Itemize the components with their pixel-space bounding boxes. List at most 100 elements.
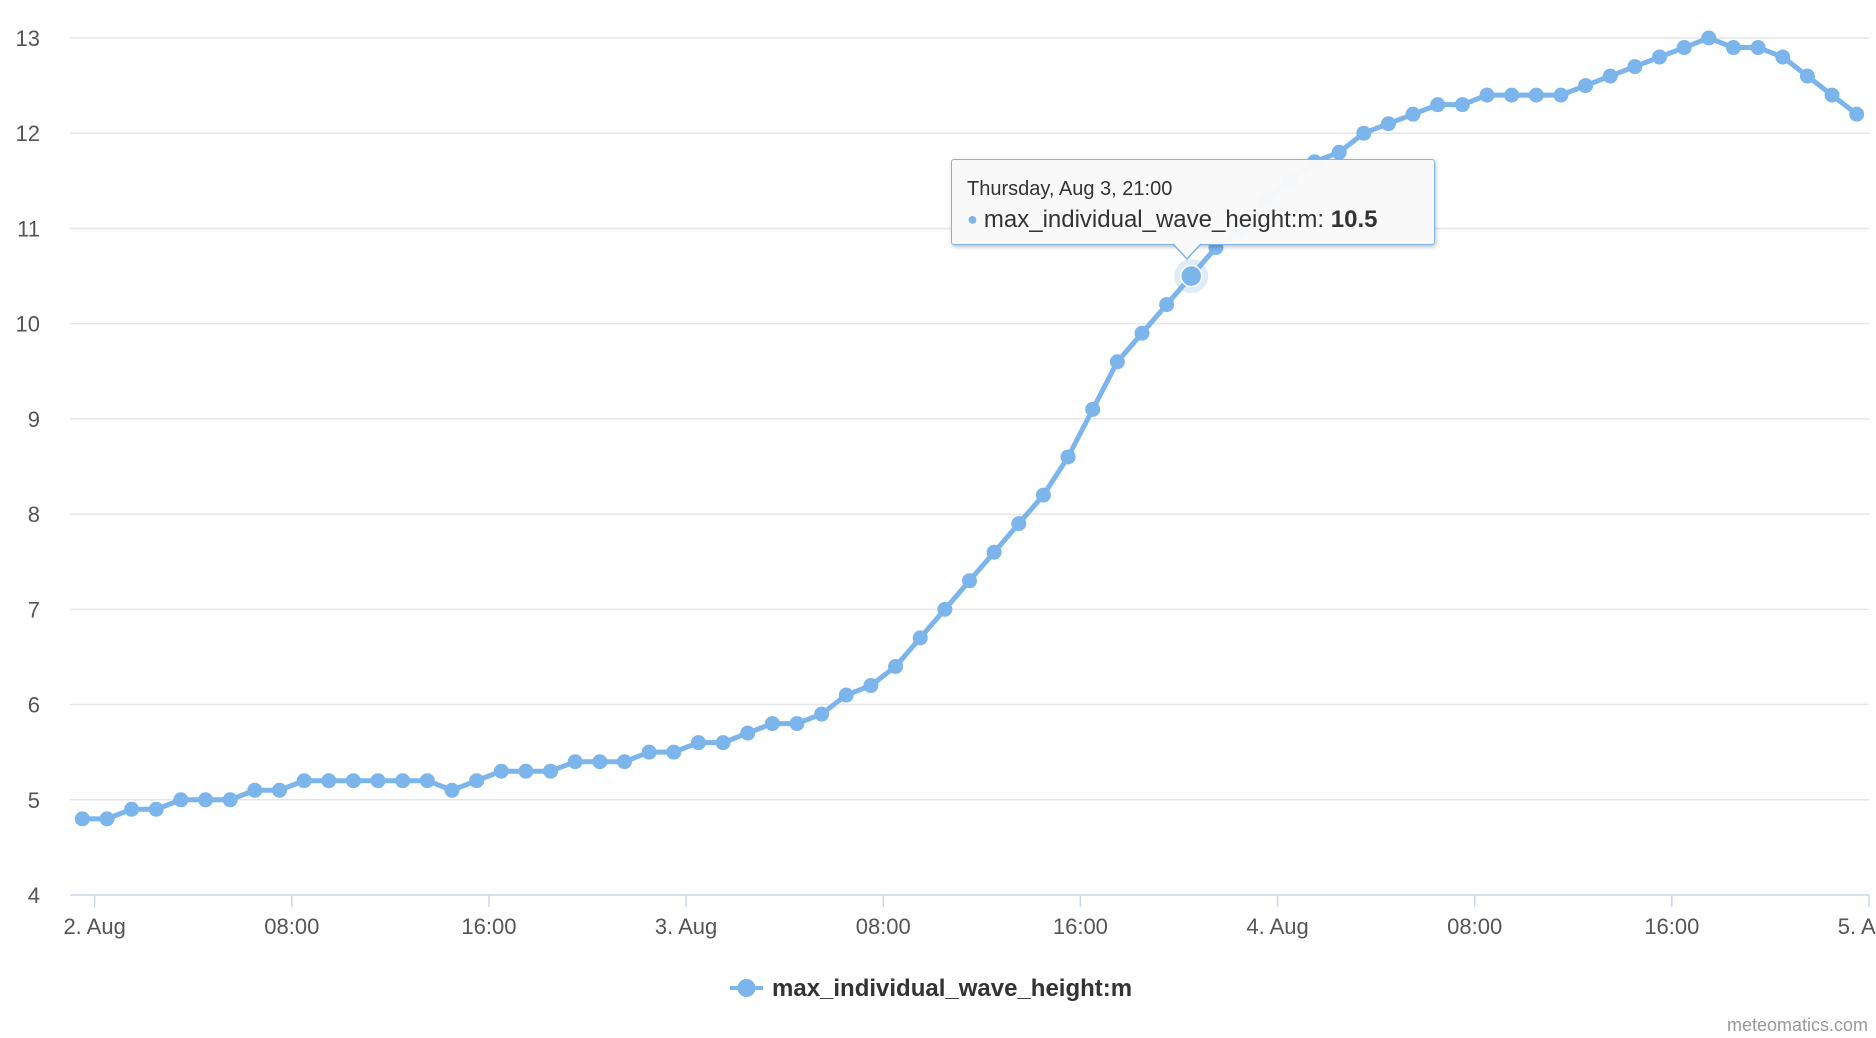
- data-point[interactable]: [1035, 487, 1051, 503]
- data-point[interactable]: [1060, 449, 1076, 465]
- data-point[interactable]: [962, 573, 977, 589]
- data-point[interactable]: [740, 725, 756, 741]
- tooltip-series-name: max_individual_wave_height:m: [983, 206, 1318, 233]
- data-point[interactable]: [1627, 59, 1643, 75]
- data-point[interactable]: [1109, 354, 1125, 370]
- tooltip-value: 10.5: [1330, 206, 1378, 233]
- tooltip-row: ● max_individual_wave_height:m: 10.5: [967, 206, 1377, 234]
- series-max-individual-wave-height[interactable]: [74, 30, 1865, 827]
- data-point[interactable]: [616, 754, 632, 770]
- data-point[interactable]: [937, 601, 953, 617]
- data-point[interactable]: [592, 754, 608, 770]
- data-point[interactable]: [1380, 116, 1396, 132]
- x-tick-label: 16:00: [1053, 914, 1108, 939]
- data-point[interactable]: [690, 735, 706, 751]
- data-point[interactable]: [1652, 49, 1668, 65]
- y-tick-label: 8: [28, 502, 40, 527]
- x-tick-label: 2. Aug: [63, 914, 125, 939]
- data-point[interactable]: [1775, 49, 1791, 65]
- data-point[interactable]: [838, 687, 854, 703]
- data-point[interactable]: [666, 744, 682, 760]
- data-point[interactable]: [1454, 97, 1470, 113]
- x-tick-label: 16:00: [1644, 914, 1699, 939]
- data-point[interactable]: [493, 763, 509, 779]
- data-point[interactable]: [419, 773, 435, 789]
- data-point[interactable]: [198, 792, 214, 808]
- data-point[interactable]: [1430, 97, 1446, 113]
- data-point[interactable]: [1134, 325, 1150, 341]
- y-axis: 4 5 6 7 8 9 10 11 12 13: [16, 26, 40, 908]
- data-point[interactable]: [124, 801, 140, 817]
- data-point[interactable]: [296, 773, 312, 789]
- data-point[interactable]: [764, 716, 780, 732]
- data-point[interactable]: [1528, 87, 1544, 103]
- data-point[interactable]: [543, 763, 559, 779]
- y-tick-label: 13: [16, 26, 40, 51]
- data-point[interactable]: [1750, 40, 1766, 56]
- data-point[interactable]: [1356, 125, 1372, 141]
- data-point[interactable]: [247, 782, 263, 798]
- data-point[interactable]: [567, 754, 583, 770]
- data-point[interactable]: [1676, 40, 1692, 56]
- data-point[interactable]: [1479, 87, 1495, 103]
- data-point[interactable]: [271, 782, 287, 798]
- legend-marker-icon: [737, 979, 756, 997]
- y-tick-label: 5: [28, 788, 40, 813]
- data-point[interactable]: [370, 773, 386, 789]
- data-point[interactable]: [814, 706, 830, 722]
- hovered-point[interactable]: [1174, 259, 1209, 294]
- data-point[interactable]: [74, 811, 90, 827]
- data-point[interactable]: [444, 782, 460, 798]
- legend-label[interactable]: max_individual_wave_height:m: [772, 975, 1132, 1002]
- data-point[interactable]: [1849, 106, 1865, 122]
- data-point[interactable]: [345, 773, 361, 789]
- data-point[interactable]: [715, 735, 731, 751]
- x-tick-label: 5. Aug: [1838, 914, 1876, 939]
- data-point[interactable]: [1725, 40, 1741, 56]
- tooltip: Thursday, Aug 3, 21:00 ● max_individual_w…: [951, 159, 1435, 245]
- data-point[interactable]: [641, 744, 657, 760]
- data-point[interactable]: [789, 716, 805, 732]
- data-point[interactable]: [1085, 401, 1101, 417]
- y-tick-label: 9: [28, 407, 40, 432]
- data-point[interactable]: [173, 792, 189, 808]
- data-point[interactable]: [986, 544, 1002, 560]
- data-point[interactable]: [99, 811, 115, 827]
- data-point[interactable]: [888, 658, 904, 674]
- data-point[interactable]: [1504, 87, 1520, 103]
- gridlines: [70, 37, 1869, 801]
- x-axis: 2. Aug 08:00 16:00 3. Aug 08:00 16:00 4. Aug 08…: [63, 894, 1876, 939]
- data-point[interactable]: [469, 773, 485, 789]
- y-tick-label: 10: [16, 312, 40, 337]
- data-point[interactable]: [321, 773, 337, 789]
- series-line: [79, 35, 1860, 822]
- y-tick-label: 4: [28, 883, 40, 908]
- data-point[interactable]: [863, 678, 879, 694]
- data-point[interactable]: [1701, 30, 1717, 46]
- data-point[interactable]: [912, 630, 928, 646]
- data-point[interactable]: [1331, 144, 1347, 160]
- tooltip-header: Thursday, Aug 3, 21:00: [967, 178, 1173, 200]
- data-point[interactable]: [395, 773, 411, 789]
- data-point[interactable]: [222, 792, 238, 808]
- data-point[interactable]: [1405, 106, 1421, 122]
- data-point[interactable]: [518, 763, 534, 779]
- x-tick-label: 08:00: [1447, 914, 1502, 939]
- y-tick-label: 12: [16, 121, 40, 146]
- data-point[interactable]: [148, 801, 164, 817]
- data-point[interactable]: [1824, 87, 1840, 103]
- legend-item[interactable]: max_individual_wave_height:m: [730, 975, 1132, 1002]
- x-tick-label: 16:00: [461, 914, 516, 939]
- data-point[interactable]: [1159, 297, 1175, 313]
- tooltip-pointer-icon: [1173, 243, 1201, 261]
- hovered-data-point[interactable]: [1180, 264, 1203, 288]
- credits-link[interactable]: meteomatics.com: [1727, 1015, 1868, 1035]
- y-tick-label: 11: [17, 216, 40, 241]
- data-point[interactable]: [1578, 78, 1594, 94]
- data-point[interactable]: [1602, 68, 1618, 84]
- data-point[interactable]: [1011, 516, 1027, 532]
- data-point[interactable]: [1799, 68, 1815, 84]
- data-point[interactable]: [1553, 87, 1569, 103]
